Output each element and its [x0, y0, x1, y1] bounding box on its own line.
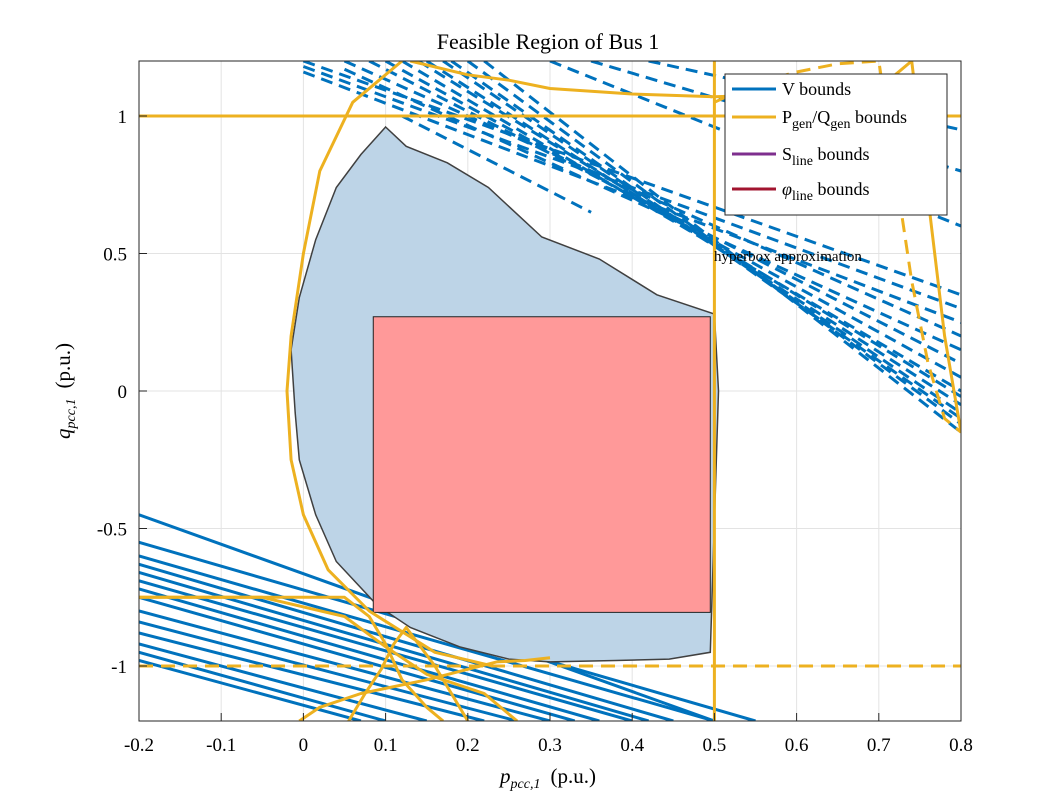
legend-gen-q: /Q [812, 107, 830, 127]
x-tick-label: 0.7 [867, 735, 891, 756]
hyperbox-annotation: hyperbox approximation [714, 249, 862, 265]
v-bound-dashed-line [401, 61, 961, 393]
legend-label-phi-line-bounds: φline bounds [782, 179, 869, 204]
x-tick-label: 0.1 [374, 735, 398, 756]
plot-area [139, 61, 961, 721]
x-tick-label: -0.2 [124, 735, 154, 756]
x-tick-label: 0.8 [949, 735, 973, 756]
legend-s: S [782, 144, 792, 164]
y-tick-label: -1 [111, 657, 127, 678]
gen-bound-curve [139, 595, 519, 721]
v-bound-dashed-line [302, 61, 961, 297]
y-tick-label: 0 [118, 382, 128, 403]
x-axis-label: ppcc,1 (p.u.) [498, 764, 596, 792]
y-axis-label-unit: (p.u.) [51, 343, 75, 389]
y-axis-label-main: q [51, 428, 75, 439]
v-bound-line [139, 562, 674, 721]
legend-gen-sub1: gen [792, 117, 812, 132]
v-bound-line [139, 554, 715, 721]
y-tick-label: -0.5 [97, 520, 127, 541]
x-tick-label: 0.3 [538, 735, 562, 756]
y-tick-label: 0.5 [103, 245, 127, 266]
legend: V bounds Pgen/Qgen bounds Sline bounds φ… [724, 73, 948, 216]
y-axis-label: qpcc,1 (p.u.) [51, 343, 79, 439]
y-axis-ticks: -1 -0.5 0 0.5 1 [97, 107, 147, 678]
legend-phi-suffix: bounds [813, 179, 870, 199]
chart-title: Feasible Region of Bus 1 [437, 29, 659, 54]
hyperbox-approximation [372, 316, 711, 613]
legend-label-gen-bounds: Pgen/Qgen bounds [782, 107, 907, 132]
x-axis-label-sub: pcc,1 [510, 777, 541, 792]
v-bound-dashed-line [483, 61, 961, 434]
x-tick-label: 0.4 [620, 735, 644, 756]
v-bound-line [139, 579, 633, 721]
legend-s-suffix: bounds [813, 144, 870, 164]
gen-bound-curve [347, 626, 470, 721]
x-tick-label: 0 [299, 735, 309, 756]
gen-bound-curve [285, 61, 493, 668]
x-axis-ticks: -0.2 -0.1 0 0.1 0.2 0.3 0.4 0.5 0.6 0.7 0.8 [124, 713, 973, 756]
v-bound-line [139, 642, 428, 721]
v-bound-dashed-line [425, 61, 961, 407]
legend-gen-suffix: bounds [850, 107, 907, 127]
legend-phi-sub: line [792, 189, 813, 204]
legend-gen-sub2: gen [830, 117, 850, 132]
x-axis-label-main: p [498, 764, 511, 788]
v-bound-dashed-line [343, 61, 961, 338]
y-axis-label-sub: pcc,1 [64, 399, 79, 430]
gen-bound-curve [298, 656, 551, 721]
v-bound-line [139, 650, 387, 721]
x-axis-label-unit: (p.u.) [550, 764, 596, 788]
v-bound-line [139, 659, 362, 721]
legend-box [724, 73, 948, 216]
legend-s-sub: line [792, 154, 813, 169]
y-tick-label: 1 [118, 107, 128, 128]
v-bound-line [139, 587, 600, 721]
v-bound-dashed-line [401, 114, 592, 214]
gen-bound-curve [139, 595, 445, 721]
x-tick-label: 0.2 [456, 735, 480, 756]
v-bound-dashed-line [450, 61, 961, 420]
x-tick-label: 0.6 [785, 735, 809, 756]
legend-phi: φ [782, 179, 792, 199]
x-tick-label: -0.1 [206, 735, 236, 756]
v-bound-line [139, 595, 576, 721]
legend-label-s-line-bounds: Sline bounds [782, 144, 870, 169]
x-tick-label: 0.5 [703, 735, 727, 756]
legend-label-v-bounds: V bounds [782, 79, 851, 99]
v-bound-line [139, 620, 518, 721]
legend-gen-p: P [782, 107, 792, 127]
